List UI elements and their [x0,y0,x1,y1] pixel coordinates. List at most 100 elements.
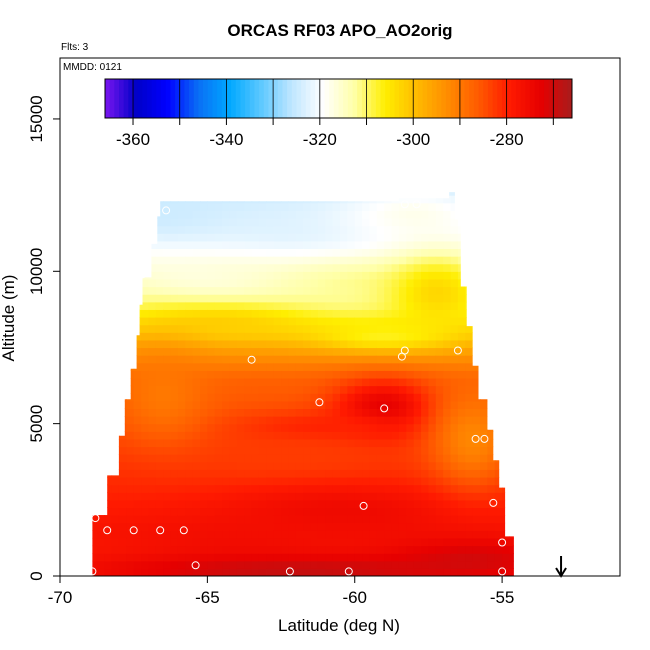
field-cell [96,332,105,341]
field-cell [295,446,304,455]
field-cell [354,225,363,234]
field-cell [332,553,341,562]
field-cell [457,507,466,516]
field-cell [126,476,135,486]
field-cell [494,294,503,303]
field-cell [310,484,319,493]
field-cell [266,256,275,265]
field-cell [141,408,150,417]
field-cell [118,301,127,310]
field-cell [362,332,371,341]
field-cell [340,438,348,448]
colorbar-cell [217,79,223,118]
field-cell [347,416,356,425]
field-cell [185,530,194,539]
field-cell [443,522,452,531]
field-cell [376,377,385,387]
field-cell [104,347,113,356]
field-cell [480,560,488,569]
field-cell [428,522,437,531]
field-cell [192,476,201,486]
colorbar-cell [263,79,269,118]
field-cell [384,423,393,432]
field-cell [281,431,290,440]
field-cell [369,355,378,364]
colorbar-cell [147,79,153,118]
field-cell [155,248,164,257]
field-cell [222,271,231,280]
field-cell [347,256,356,265]
field-cell [214,286,223,295]
field-cell [317,469,326,478]
field-cell [354,332,363,341]
field-cell [185,233,194,242]
field-cell [295,240,304,250]
field-cell [354,210,363,219]
field-cell [104,271,113,280]
field-cell [362,362,371,371]
field-cell [258,408,267,417]
field-cell [384,408,393,417]
field-cell [450,438,459,448]
field-cell [384,332,393,341]
field-cell [384,377,393,387]
field-cell [487,484,496,493]
field-cell [288,271,297,280]
field-cell [391,431,400,440]
field-cell [391,560,400,569]
field-cell [229,301,238,310]
field-cell [347,476,356,486]
field-cell [281,355,290,364]
field-cell [192,271,201,280]
colorbar-cell [240,79,246,118]
colorbar-cell [520,79,526,118]
apo-field [92,192,514,576]
sample-point [285,567,294,576]
field-cell [229,332,238,341]
field-cell [104,446,113,455]
field-cell [163,560,172,569]
colorbar-cell [567,79,573,118]
colorbar-cell [464,79,470,118]
field-cell [163,248,172,257]
field-cell [281,423,290,432]
field-cell [391,324,400,333]
field-cell [163,377,172,387]
plot-frame [59,57,621,577]
field-cell [273,568,282,576]
field-cell [148,362,157,371]
field-cell [421,560,430,569]
field-cell [200,347,208,356]
field-cell [236,225,245,234]
field-cell [332,530,341,539]
field-cell [450,225,459,234]
field-cell [273,271,282,280]
field-cell [421,370,430,379]
field-cell [251,301,260,310]
field-cell [443,537,452,547]
field-cell [472,317,481,326]
field-cell [229,484,238,493]
field-cell [244,256,253,265]
field-cell [236,416,245,425]
field-cell [443,377,452,387]
field-cell [148,408,157,417]
field-cell [141,355,150,364]
sample-point [359,501,368,510]
sample-point [88,567,97,576]
field-cell [92,385,98,394]
field-cell [207,515,216,524]
field-cell [494,507,503,516]
field-cell [325,515,334,524]
field-cell [244,515,253,524]
colorbar-cell [119,79,125,118]
field-cell [111,416,120,425]
field-cell [332,370,341,379]
field-cell [376,233,385,242]
field-cell [384,192,393,196]
field-cell [251,317,260,326]
field-cell [104,324,113,333]
field-cell [288,240,297,250]
field-cell [236,431,245,440]
field-cell [148,309,157,318]
